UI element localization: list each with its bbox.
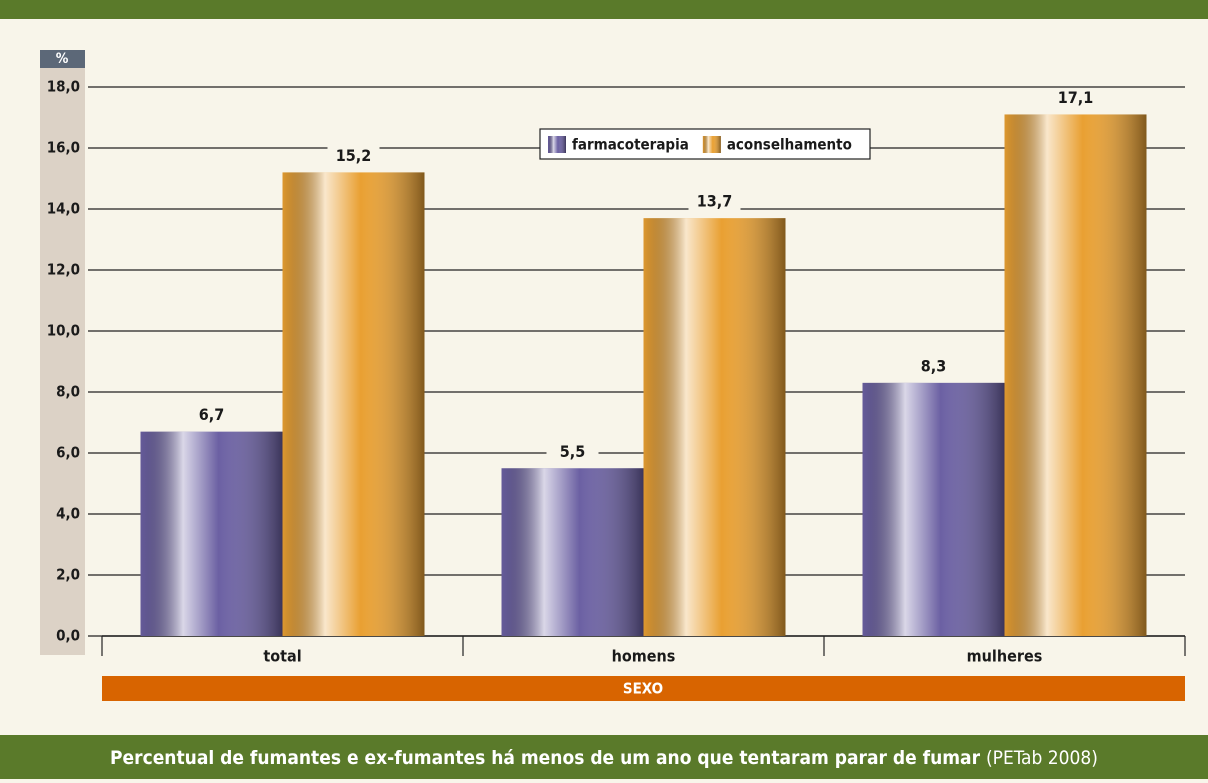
- value-label: 8,3: [921, 356, 947, 375]
- value-label: 15,2: [336, 146, 372, 165]
- y-tick-label: 4,0: [56, 505, 80, 523]
- value-label-bg: [327, 146, 380, 167]
- value-label-bg: [1049, 88, 1102, 109]
- value-label-bg: [185, 405, 238, 426]
- caption: Percentual de fumantes e ex-fumantes há …: [110, 747, 1098, 769]
- bar-shine: [643, 218, 786, 636]
- value-label: 6,7: [199, 405, 225, 424]
- y-tick-label: 10,0: [47, 322, 80, 340]
- x-axis-label: SEXO: [623, 680, 663, 698]
- bar-shine: [862, 382, 1005, 636]
- y-tick-label: 12,0: [47, 261, 80, 279]
- y-tick-label: 0,0: [56, 627, 80, 645]
- y-tick-label: 8,0: [56, 383, 80, 401]
- legend-swatch-shine: [548, 136, 566, 153]
- value-label: 17,1: [1058, 88, 1094, 107]
- y-tick-label: 16,0: [47, 139, 80, 157]
- x-tick-label: mulheres: [967, 647, 1043, 666]
- legend-box: [539, 128, 871, 160]
- y-label-box: [40, 50, 85, 68]
- x-tick-label: homens: [612, 647, 676, 666]
- y-tick-label: 2,0: [56, 566, 80, 584]
- value-label-bg: [688, 192, 741, 213]
- chart-title: Percentual de fumantes e ex-fumantes há …: [110, 747, 981, 769]
- top-band: [0, 0, 1208, 19]
- legend-swatch-shine: [702, 136, 721, 153]
- value-label: 5,5: [560, 442, 586, 461]
- x-label-bar: [102, 676, 1185, 701]
- value-label: 13,7: [697, 192, 733, 211]
- bottom-band: [0, 735, 1208, 779]
- bar-shine: [282, 172, 425, 636]
- legend-label: aconselhamento: [727, 136, 852, 154]
- bar-shine: [1004, 114, 1147, 636]
- y-tick-label: 18,0: [47, 78, 80, 96]
- source: (PETab 2008): [986, 747, 1098, 769]
- x-tick-label: total: [263, 647, 301, 666]
- y-axis-label: %: [56, 51, 69, 67]
- y-axis-strip: [40, 68, 85, 655]
- value-label-bg: [546, 442, 599, 463]
- bar-shine: [140, 431, 283, 636]
- y-tick-label: 14,0: [47, 200, 80, 218]
- bar-shine: [501, 468, 644, 636]
- legend-label: farmacoterapia: [572, 136, 689, 154]
- y-tick-label: 6,0: [56, 444, 80, 462]
- value-label-bg: [907, 356, 960, 377]
